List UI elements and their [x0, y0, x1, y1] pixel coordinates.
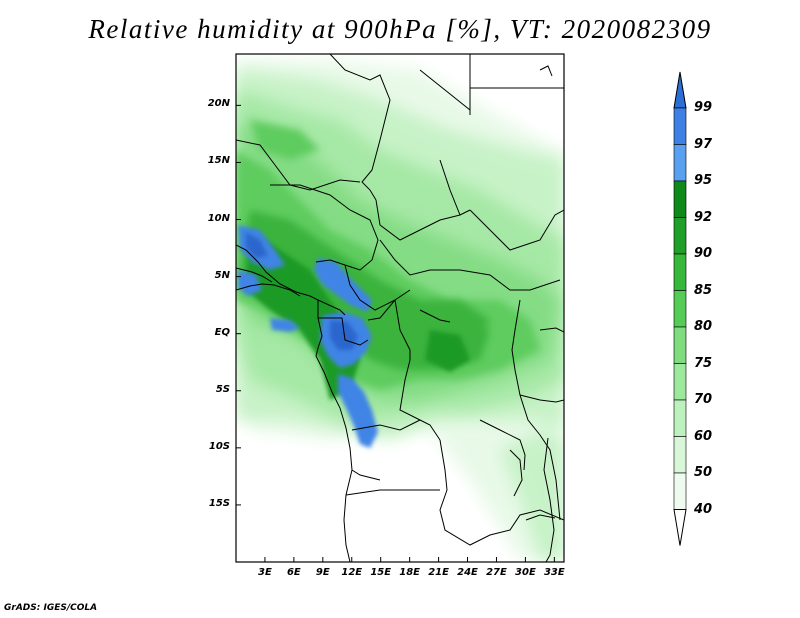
lat-tick-label: 5S — [215, 383, 230, 395]
colorbar-segment — [673, 180, 687, 218]
colorbar-level-label: 97 — [694, 136, 713, 152]
colorbar-segment — [673, 326, 687, 364]
colorbar-level-label: 99 — [694, 100, 713, 115]
colorbar-level-label: 90 — [694, 246, 713, 261]
lat-tick-label: 20N — [207, 98, 230, 110]
lon-tick-label: 3E — [258, 567, 272, 578]
lon-tick-label: 12E — [341, 567, 363, 578]
lon-tick-label: 24E — [457, 567, 478, 578]
colorbar-level-label: 40 — [694, 501, 713, 517]
colorbar-segment — [673, 472, 687, 510]
lat-tick-label: 10N — [207, 212, 230, 224]
lon-tick-label: 21E — [428, 567, 449, 578]
colorbar-segment — [673, 363, 687, 401]
colorbar-segment — [673, 290, 687, 328]
colorbar-level-label: 85 — [694, 282, 713, 298]
country-boundaries — [236, 54, 564, 562]
lat-tick-label: 15S — [208, 497, 230, 509]
colorbar-level-label: 92 — [694, 209, 713, 225]
colorbar-level-label: 60 — [694, 428, 713, 444]
lon-tick-label: 15E — [370, 567, 392, 578]
lat-tick-label: 10S — [208, 440, 230, 452]
colorbar-top-arrow — [673, 71, 687, 109]
colorbar — [673, 71, 687, 546]
map-title: Relative humidity at 900hPa [%], VT: 202… — [88, 14, 712, 44]
map-frame — [235, 53, 565, 563]
colorbar-level-label: 75 — [694, 355, 713, 371]
lon-tick-label: 9E — [315, 567, 330, 578]
colorbar-level-label: 95 — [694, 173, 713, 188]
grads-credit: GrADS: IGES/COLA — [4, 603, 98, 613]
colorbar-segment — [673, 144, 687, 182]
lon-tick-label: 30E — [515, 567, 536, 578]
colorbar-segment — [673, 399, 687, 437]
humidity-field — [236, 54, 564, 562]
colorbar-segment — [673, 107, 687, 145]
lat-tick-label: EQ — [214, 326, 230, 338]
colorbar-segment — [673, 217, 687, 255]
colorbar-level-label: 70 — [694, 392, 713, 407]
axis-tick-marks — [236, 104, 555, 562]
lon-tick-label: 6E — [286, 567, 301, 578]
lon-tick-label: 18E — [399, 567, 421, 578]
colorbar-segment — [673, 436, 687, 474]
colorbar-segment — [673, 253, 687, 291]
lat-tick-label: 15N — [207, 155, 230, 167]
lon-tick-label: 27E — [486, 567, 507, 578]
colorbar-bottom-arrow — [673, 509, 687, 546]
lon-tick-label: 33E — [543, 567, 565, 578]
colorbar-level-label: 80 — [694, 319, 713, 334]
lat-tick-label: 5N — [214, 269, 230, 281]
colorbar-level-label: 50 — [694, 465, 713, 480]
